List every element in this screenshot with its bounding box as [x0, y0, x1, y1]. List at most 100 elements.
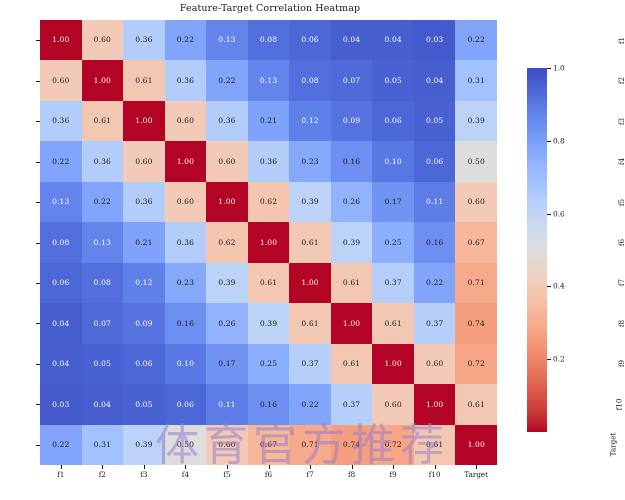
heatmap-cell: 0.50: [164, 424, 207, 465]
heatmap-cell-value: 0.61: [301, 237, 319, 247]
heatmap-cell: 1.00: [455, 424, 497, 465]
heatmap-cell-value: 0.17: [384, 197, 402, 207]
heatmap-cell-value: 0.22: [52, 156, 70, 166]
heatmap-cell: 0.08: [40, 222, 82, 263]
heatmap-cell-value: 0.36: [135, 35, 153, 45]
heatmap-cell: 0.16: [164, 303, 207, 344]
heatmap-cell-value: 0.04: [52, 318, 70, 328]
x-axis-tick-label-f3: f3: [140, 470, 148, 479]
x-axis-tick-mark: [60, 465, 62, 469]
y-axis-tick-mark: [36, 80, 40, 82]
heatmap-cell: 0.03: [413, 20, 456, 61]
heatmap-cell: 0.25: [247, 343, 290, 385]
heatmap-cell-value: 0.60: [52, 75, 70, 85]
heatmap-cell: 0.31: [455, 60, 497, 101]
heatmap-cell: 0.05: [413, 100, 456, 142]
heatmap-cell-value: 1.00: [426, 399, 444, 409]
x-axis-tick-label-target: Target: [464, 470, 489, 479]
heatmap-cell-value: 0.39: [135, 439, 153, 449]
y-axis-tick-mark: [36, 323, 40, 325]
y-tick-text: f3: [616, 117, 625, 125]
heatmap-cell-value: 1.00: [384, 359, 402, 369]
heatmap-cell: 0.61: [330, 343, 373, 385]
chart-title: Feature-Target Correlation Heatmap: [179, 3, 361, 14]
x-axis-tick-label-f10: f10: [428, 470, 441, 479]
heatmap-cell: 0.05: [81, 343, 124, 385]
heatmap-cell: 0.05: [123, 384, 165, 425]
heatmap-cell-value: 0.37: [384, 278, 402, 288]
heatmap-cell: 0.09: [330, 100, 373, 142]
heatmap-cell: 0.13: [40, 181, 82, 223]
heatmap-cell: 0.37: [330, 384, 373, 425]
heatmap-cell: 0.37: [372, 262, 414, 304]
heatmap-cell-value: 0.21: [135, 237, 153, 247]
y-axis-tick-label-f6: f6: [585, 237, 625, 249]
heatmap-cell: 0.12: [123, 262, 165, 304]
heatmap-cell-value: 0.36: [176, 75, 195, 85]
colorbar-tick-mark: [547, 359, 551, 361]
heatmap-cell: 0.12: [289, 100, 331, 142]
heatmap-cell-value: 0.39: [301, 197, 319, 207]
heatmap-cell-value: 1.00: [467, 439, 485, 449]
heatmap-cell-value: 0.61: [342, 359, 361, 369]
heatmap-cell-value: 0.06: [384, 116, 402, 126]
x-axis-tick-label-f6: f6: [264, 470, 273, 479]
x-axis-tick-mark: [310, 465, 312, 469]
heatmap-cell: 0.62: [206, 222, 248, 263]
colorbar-tick-label: 0.4: [553, 281, 565, 291]
heatmap-cell: 0.22: [455, 20, 497, 61]
heatmap-cell: 1.00: [206, 181, 248, 223]
heatmap-cell-value: 0.61: [342, 278, 361, 288]
heatmap-cell: 0.71: [289, 424, 331, 465]
heatmap-cell-value: 0.60: [176, 197, 195, 207]
heatmap-cell-value: 0.36: [259, 156, 278, 166]
heatmap-cell: 0.61: [330, 262, 373, 304]
heatmap-cell: 0.39: [330, 222, 373, 263]
heatmap-cell-value: 0.10: [384, 156, 402, 166]
heatmap-cell: 0.36: [40, 100, 82, 142]
heatmap-cell: 0.04: [372, 20, 414, 61]
heatmap-cell-value: 0.16: [259, 399, 278, 409]
x-axis-tick-label-f4: f4: [181, 470, 190, 479]
heatmap-cell: 0.16: [247, 384, 290, 425]
heatmap-cell-value: 0.71: [301, 439, 319, 449]
y-axis-tick-mark: [36, 242, 40, 244]
heatmap-cell: 0.61: [247, 262, 290, 304]
y-axis-tick-label-f10: f10: [585, 398, 625, 410]
heatmap-cell: 0.13: [206, 20, 248, 61]
y-axis-tick-label-f7: f7: [585, 277, 625, 289]
heatmap-cell-value: 0.13: [218, 35, 236, 45]
colorbar-tick-mark: [547, 213, 551, 215]
heatmap-cell: 0.08: [247, 20, 290, 61]
heatmap-cell: 0.36: [81, 141, 124, 182]
x-axis-tick-mark: [185, 465, 187, 469]
heatmap-cell-value: 0.05: [384, 75, 402, 85]
heatmap-cell: 0.36: [164, 222, 207, 263]
y-tick-text: f4: [616, 157, 625, 166]
x-axis-tick-mark: [434, 465, 436, 469]
heatmap-cell-value: 0.31: [467, 75, 485, 85]
heatmap-cell-value: 0.16: [426, 237, 444, 247]
heatmap-cell: 0.72: [455, 343, 497, 385]
heatmap-cell: 0.36: [123, 181, 165, 223]
heatmap-cell-value: 0.60: [218, 439, 236, 449]
heatmap-cell: 0.06: [164, 384, 207, 425]
heatmap-cell-value: 0.39: [259, 318, 278, 328]
heatmap-cell: 0.13: [81, 222, 124, 263]
colorbar-tick-mark: [547, 68, 551, 69]
heatmap-cell-value: 0.72: [384, 439, 402, 449]
heatmap-cell-value: 1.00: [259, 237, 278, 247]
colorbar-gradient: [527, 68, 547, 432]
heatmap-cell-value: 0.61: [467, 399, 485, 409]
heatmap-cell-value: 0.26: [342, 197, 361, 207]
heatmap-cell-value: 0.07: [93, 318, 111, 328]
heatmap-cell-value: 0.36: [218, 116, 236, 126]
heatmap-cell-value: 0.03: [52, 399, 70, 409]
colorbar-tick-label: 0.6: [553, 209, 565, 219]
y-axis-tick-label-f1: f1: [585, 34, 625, 46]
heatmap-cell: 0.06: [289, 20, 331, 61]
heatmap-cell-value: 0.06: [52, 278, 70, 288]
heatmap-grid: 1.00 0.60 0.36 0.22 0.13 0.08 0.06 0.04 0.04 0.03…: [40, 20, 497, 465]
heatmap-cell-value: 0.21: [259, 116, 278, 126]
